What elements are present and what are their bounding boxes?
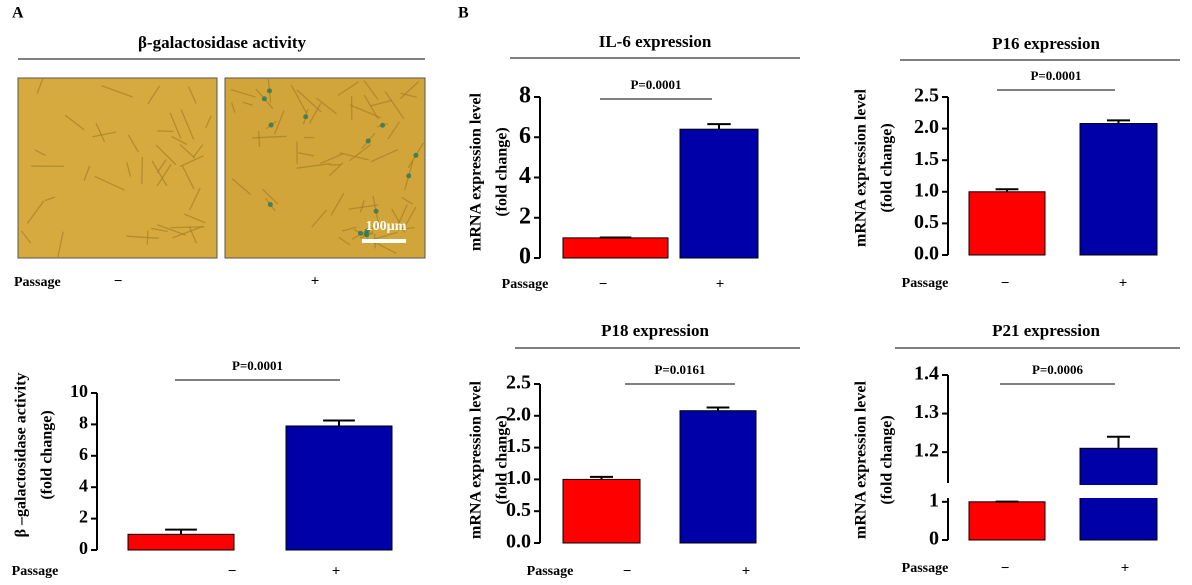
y-tick-label: 2.0 [914, 116, 939, 138]
panel-label: A [12, 5, 24, 22]
y-tick-label: 6 [519, 123, 531, 149]
x-label: Passage [902, 276, 949, 291]
y-label: (fold change) [494, 415, 511, 504]
chart-title: P21 expression [992, 321, 1100, 340]
y-tick-label: 1.5 [914, 148, 939, 170]
category-label: + [1121, 560, 1130, 576]
p-value: P=0.0161 [654, 362, 705, 377]
p-value: P=0.0006 [1032, 362, 1084, 377]
y-tick-label: 0.5 [914, 211, 939, 233]
bar [563, 479, 640, 543]
stained-cell [366, 138, 371, 143]
category-label: + [1119, 275, 1128, 291]
category-label: + [332, 563, 341, 579]
category-label: + [742, 563, 751, 579]
y-tick-label: 1.2 [914, 440, 939, 462]
chart-title: P18 expression [601, 321, 709, 340]
bar [128, 534, 234, 550]
panel-label: B [458, 5, 469, 22]
p-value: P=0.0001 [1030, 68, 1081, 83]
stained-cell [413, 153, 418, 158]
y-tick-label: 0 [929, 528, 939, 550]
y-tick-label: 1.0 [914, 179, 939, 201]
category-label: + [716, 276, 725, 292]
x-label: Passage [527, 564, 574, 579]
y-tick-label: 0 [79, 538, 88, 558]
category-label: − [623, 563, 632, 579]
p-value: P=0.0001 [630, 77, 681, 92]
bar [969, 192, 1045, 255]
stained-cell [380, 123, 385, 128]
y-tick-label: 8 [519, 83, 531, 109]
stained-cell [267, 88, 272, 93]
stained-cell [303, 114, 308, 119]
y-label: (fold change) [879, 415, 896, 504]
x-label: Passage [12, 564, 59, 579]
error-bar [323, 420, 355, 425]
x-label: Passage [14, 275, 61, 290]
y-label: β –galactosidase activity [13, 373, 30, 538]
y-tick-label: 2 [79, 507, 88, 527]
y-label: (fold change) [39, 410, 56, 499]
y-tick-label: 0.0 [914, 243, 939, 265]
category-label: − [1001, 275, 1010, 291]
bar [563, 238, 668, 258]
error-bar [707, 124, 730, 129]
chart-title: IL-6 expression [599, 32, 712, 51]
category-label: − [599, 276, 608, 292]
y-label: (fold change) [494, 127, 511, 216]
y-tick-label: 2 [519, 203, 531, 229]
y-label: mRNA expression level [468, 92, 485, 250]
bar [680, 129, 758, 258]
y-tick-label: 8 [79, 413, 88, 433]
y-tick-label: 1.3 [914, 401, 939, 423]
y-tick-label: 1.4 [914, 363, 939, 385]
y-label: (fold change) [879, 123, 896, 212]
y-tick-label: 4 [519, 163, 531, 189]
bar [969, 502, 1045, 540]
scale-label: 100µm [366, 219, 407, 234]
axis-break-gap [1079, 485, 1158, 498]
stained-cell [406, 173, 411, 178]
figure: A B β-galactosidase activity 100µm Passa… [0, 0, 1192, 585]
category-label: − [114, 273, 123, 289]
y-tick-label: 1 [929, 489, 939, 511]
error-bar [1107, 437, 1130, 449]
stained-cell [374, 209, 379, 214]
y-label: mRNA expression level [468, 380, 485, 538]
bar [286, 426, 392, 550]
p-value: P=0.0001 [232, 358, 283, 373]
cell [171, 227, 205, 228]
y-label: mRNA expression level [853, 380, 870, 538]
micrograph [18, 78, 217, 258]
error-bar [165, 530, 197, 535]
image-title: β-galactosidase activity [138, 33, 307, 52]
y-tick-label: 2.5 [914, 85, 939, 107]
x-label: Passage [902, 561, 949, 576]
y-tick-label: 0.0 [506, 531, 531, 553]
y-label: mRNA expression level [853, 88, 870, 246]
cell [157, 131, 173, 132]
stained-cell [262, 96, 267, 101]
y-tick-label: 10 [70, 381, 88, 401]
y-tick-label: 0 [519, 244, 531, 270]
stained-cell [268, 202, 273, 207]
bar [1080, 124, 1157, 255]
y-tick-label: 6 [79, 444, 88, 464]
category-label: − [1001, 560, 1010, 576]
y-tick-label: 4 [79, 475, 88, 495]
stained-cell [269, 123, 274, 128]
bar [680, 411, 756, 543]
stained-cell [358, 231, 363, 236]
x-label: Passage [502, 277, 549, 292]
chart-title: P16 expression [992, 34, 1100, 53]
category-label: − [228, 563, 237, 579]
category-label: + [311, 273, 320, 289]
y-tick-label: 2.5 [506, 372, 531, 394]
